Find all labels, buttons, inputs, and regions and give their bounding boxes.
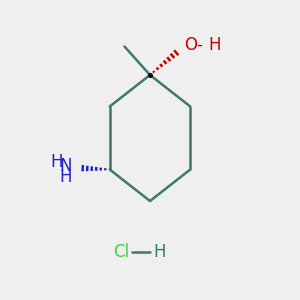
Text: H: H	[208, 36, 220, 54]
Text: H: H	[153, 243, 166, 261]
Text: O: O	[184, 36, 197, 54]
Text: H: H	[60, 168, 72, 186]
Text: -: -	[196, 36, 202, 54]
Text: Cl: Cl	[113, 243, 129, 261]
Text: N: N	[60, 157, 72, 175]
Text: H: H	[51, 153, 63, 171]
